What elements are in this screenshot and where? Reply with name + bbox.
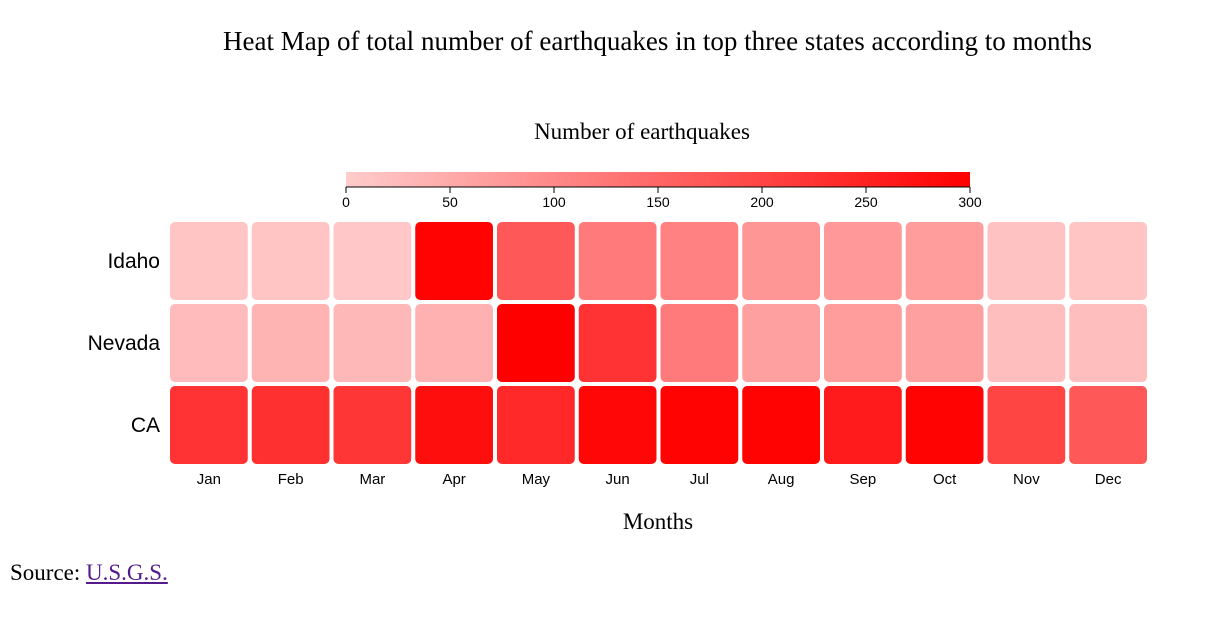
row-label: Idaho	[107, 250, 160, 273]
heatmap-cell[interactable]	[170, 222, 248, 300]
heatmap-cell[interactable]	[1069, 386, 1147, 464]
column-label: Sep	[850, 471, 877, 488]
heatmap-cell[interactable]	[415, 304, 493, 382]
heatmap-cell[interactable]	[333, 304, 412, 382]
column-labels: Jan Feb Mar Apr May Jun Jul Aug Sep Oct Nov Dec	[197, 471, 1122, 488]
legend-title: Number of earthquakes	[534, 119, 750, 144]
heatmap-cell[interactable]	[497, 222, 575, 300]
heatmap-cell[interactable]	[987, 222, 1066, 300]
heatmap-cell[interactable]	[824, 222, 902, 300]
heatmap-cell[interactable]	[578, 304, 657, 382]
heatmap-cell[interactable]	[742, 304, 820, 382]
row-label: Nevada	[88, 332, 161, 355]
legend-color-bar	[346, 172, 970, 187]
heatmap-cell[interactable]	[742, 386, 820, 464]
legend-tick-label: 200	[750, 194, 774, 210]
heatmap-cell[interactable]	[251, 304, 330, 382]
column-label: Jun	[606, 471, 630, 488]
legend-tick-label: 50	[442, 194, 458, 210]
column-label: Jul	[690, 471, 709, 488]
heatmap-cell[interactable]	[170, 386, 248, 464]
row-labels: Idaho Nevada CA	[88, 250, 161, 437]
column-label: Aug	[768, 471, 795, 488]
heatmap-cell[interactable]	[1069, 222, 1147, 300]
heatmap-cell[interactable]	[415, 386, 493, 464]
chart-title: Heat Map of total number of earthquakes …	[223, 26, 1092, 56]
heatmap-cell[interactable]	[497, 386, 575, 464]
heatmap-cell[interactable]	[415, 222, 493, 300]
color-legend: 0 50 100 150 200 250 300	[342, 172, 982, 210]
heatmap-cell[interactable]	[1069, 304, 1147, 382]
column-label: Feb	[278, 471, 304, 488]
source-label: Source:	[10, 560, 87, 585]
heatmap-cell[interactable]	[987, 304, 1066, 382]
heatmap-cells	[170, 222, 1147, 464]
heatmap-cell[interactable]	[824, 304, 902, 382]
column-label: Oct	[933, 471, 957, 488]
heatmap-cell[interactable]	[660, 386, 739, 464]
column-label: May	[522, 471, 551, 488]
heatmap-cell[interactable]	[497, 304, 575, 382]
heatmap-cell[interactable]	[251, 222, 330, 300]
column-label: Apr	[442, 471, 465, 488]
heatmap-cell[interactable]	[578, 386, 657, 464]
heatmap-cell[interactable]	[905, 386, 984, 464]
legend-tick-label: 250	[854, 194, 878, 210]
legend-tick-label: 300	[958, 194, 982, 210]
source-line: Source: U.S.G.S.	[10, 560, 168, 586]
row-label: CA	[131, 414, 160, 437]
heatmap-cell[interactable]	[578, 222, 657, 300]
column-label: Nov	[1013, 471, 1040, 488]
legend-tick-label: 0	[342, 194, 350, 210]
heatmap-cell[interactable]	[170, 304, 248, 382]
source-link[interactable]: U.S.G.S.	[86, 560, 168, 585]
heatmap-cell[interactable]	[660, 304, 739, 382]
column-label: Jan	[197, 471, 221, 488]
column-label: Dec	[1095, 471, 1122, 488]
legend-tick-label: 100	[542, 194, 566, 210]
heatmap-cell[interactable]	[824, 386, 902, 464]
heatmap-cell[interactable]	[987, 386, 1066, 464]
heatmap-cell[interactable]	[742, 222, 820, 300]
heatmap-cell[interactable]	[251, 386, 330, 464]
heatmap-cell[interactable]	[333, 386, 412, 464]
heatmap-cell[interactable]	[660, 222, 739, 300]
heatmap-cell[interactable]	[905, 222, 984, 300]
column-label: Mar	[359, 471, 385, 488]
x-axis-title: Months	[623, 509, 693, 534]
heatmap-cell[interactable]	[333, 222, 412, 300]
heatmap-cell[interactable]	[905, 304, 984, 382]
legend-tick-label: 150	[646, 194, 670, 210]
